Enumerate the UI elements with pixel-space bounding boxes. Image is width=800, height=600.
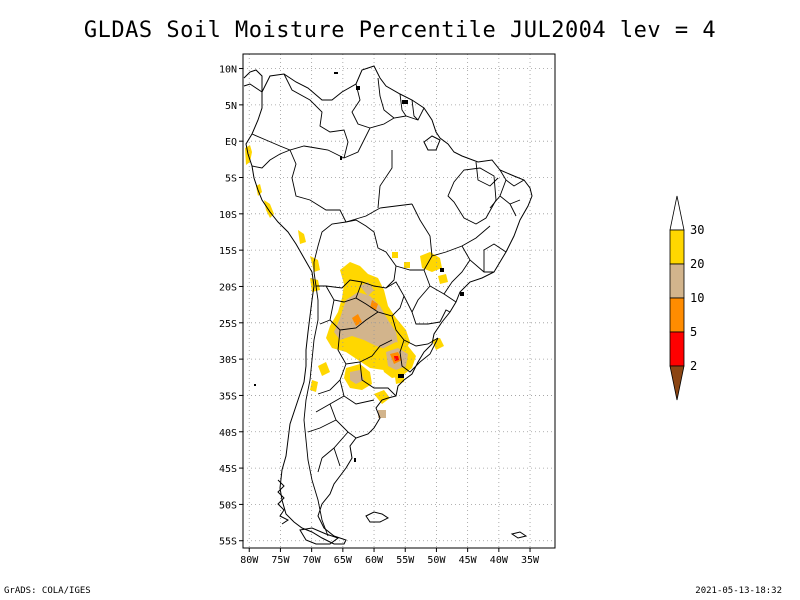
lat-tick-label: 20S	[219, 282, 237, 293]
lon-tick-label: 65W	[334, 555, 353, 566]
lat-tick-label: EQ	[225, 137, 237, 148]
shade-chaco-tan-2	[360, 282, 374, 296]
blob-4	[440, 268, 444, 272]
shade-bolivia-west	[310, 256, 320, 272]
lat-tick-label: 25S	[219, 319, 237, 330]
blob-9	[354, 458, 356, 462]
blob-8	[334, 72, 338, 74]
blob-1	[356, 86, 360, 90]
lon-tick-label: 40W	[490, 555, 509, 566]
colorbar-label: 5	[690, 325, 697, 339]
lon-tick-label: 55W	[396, 555, 415, 566]
colorbar-label: 30	[690, 223, 704, 237]
marajo-island	[423, 135, 441, 151]
blob-6	[398, 374, 404, 378]
lon-tick-label: 35W	[521, 555, 540, 566]
footer-grads-credit: GrADS: COLA/IGES	[4, 586, 91, 596]
argentina-province-lines	[307, 285, 397, 473]
chile-fjords	[277, 479, 289, 525]
colorbar-top-arrow	[669, 195, 685, 231]
border-venezuela-guyana	[351, 83, 371, 129]
lon-tick-label: 50W	[427, 555, 446, 566]
map-frame	[242, 53, 556, 549]
panama-coast	[243, 69, 263, 93]
colorbar-box	[669, 263, 685, 299]
lat-tick-label: 35S	[219, 391, 237, 402]
lon-tick-label: 45W	[459, 555, 478, 566]
coastlines	[243, 65, 533, 545]
border-bolivia-brazil	[345, 219, 397, 289]
shade-brazil-cerrado	[420, 252, 442, 272]
blob-3	[340, 156, 342, 160]
border-argentina-brazil	[391, 315, 439, 347]
blob-7	[254, 384, 256, 386]
falkland-islands	[365, 511, 389, 523]
lat-tick-label: 5S	[225, 174, 237, 185]
border-peru-brazil	[289, 149, 347, 223]
axis-ticks: 10N 5N EQ 5S 10S 15S 20S 25S 30S 35S 40S 45S 50S 55S8…	[219, 65, 540, 566]
shade-central-arg-tan	[350, 370, 364, 384]
border-chile-argentina	[303, 271, 329, 537]
map-title: GLDAS Soil Moisture Percentile JUL2004 l…	[83, 18, 717, 43]
colorbar-box	[669, 331, 685, 367]
lat-tick-label: 5N	[225, 101, 237, 112]
lat-tick-label: 45S	[219, 464, 237, 475]
south-america-coastline	[245, 65, 533, 545]
lat-tick-label: 55S	[219, 537, 237, 548]
border-colombia-venezuela	[283, 73, 349, 159]
lon-tick-label: 70W	[303, 555, 322, 566]
interior-markers	[254, 72, 464, 462]
grid-lines	[243, 54, 555, 548]
shade-brazil-small	[438, 274, 448, 284]
border-guianas	[377, 77, 419, 121]
lon-tick-label: 80W	[240, 555, 259, 566]
percentile-shading	[245, 145, 448, 418]
colorbar-label: 2	[690, 359, 697, 373]
border-peru-bolivia	[313, 221, 347, 272]
lat-tick-label: 10S	[219, 210, 237, 221]
border-colombia-ecuador	[251, 133, 345, 159]
colorbar-box	[669, 297, 685, 333]
shade-mendoza	[310, 380, 318, 392]
shade-pampa	[374, 390, 390, 404]
lon-tick-label: 60W	[365, 555, 384, 566]
blob-2	[402, 100, 408, 104]
shade-chaco-tan	[334, 292, 398, 350]
shade-cordoba	[318, 362, 330, 376]
border-uruguay	[399, 337, 439, 373]
lat-tick-label: 50S	[219, 500, 237, 511]
shade-mesopotamia-red	[394, 356, 399, 361]
border-ecuador-peru	[251, 149, 291, 169]
brazil-southeast-lines	[443, 243, 507, 295]
lon-tick-label: 75W	[271, 555, 290, 566]
shade-andes-22s	[310, 278, 320, 292]
tierra-del-fuego	[299, 527, 340, 545]
country-borders	[251, 73, 525, 537]
south-georgia-hint	[510, 531, 528, 539]
lat-tick-label: 15S	[219, 246, 237, 257]
colorbar-label: 20	[690, 257, 704, 271]
shade-pampa-2	[378, 410, 386, 418]
colorbar-box	[669, 229, 685, 265]
colorbar-label: 10	[690, 291, 704, 305]
brazil-northeast-lines	[475, 161, 525, 217]
border-brazil-north	[343, 107, 425, 159]
footer-timestamp: 2021-05-13-18:32	[695, 586, 782, 596]
shade-rio-grande-sul	[432, 338, 444, 350]
shade-brazil-small-3	[392, 252, 398, 258]
colorbar-bottom-arrow	[669, 365, 685, 401]
shade-peru-south	[298, 230, 306, 244]
blob-5	[460, 292, 464, 296]
colorbar: 2 5 10 20 30	[669, 195, 704, 401]
lat-tick-label: 30S	[219, 355, 237, 366]
lat-tick-label: 40S	[219, 428, 237, 439]
lat-tick-label: 10N	[219, 65, 237, 76]
